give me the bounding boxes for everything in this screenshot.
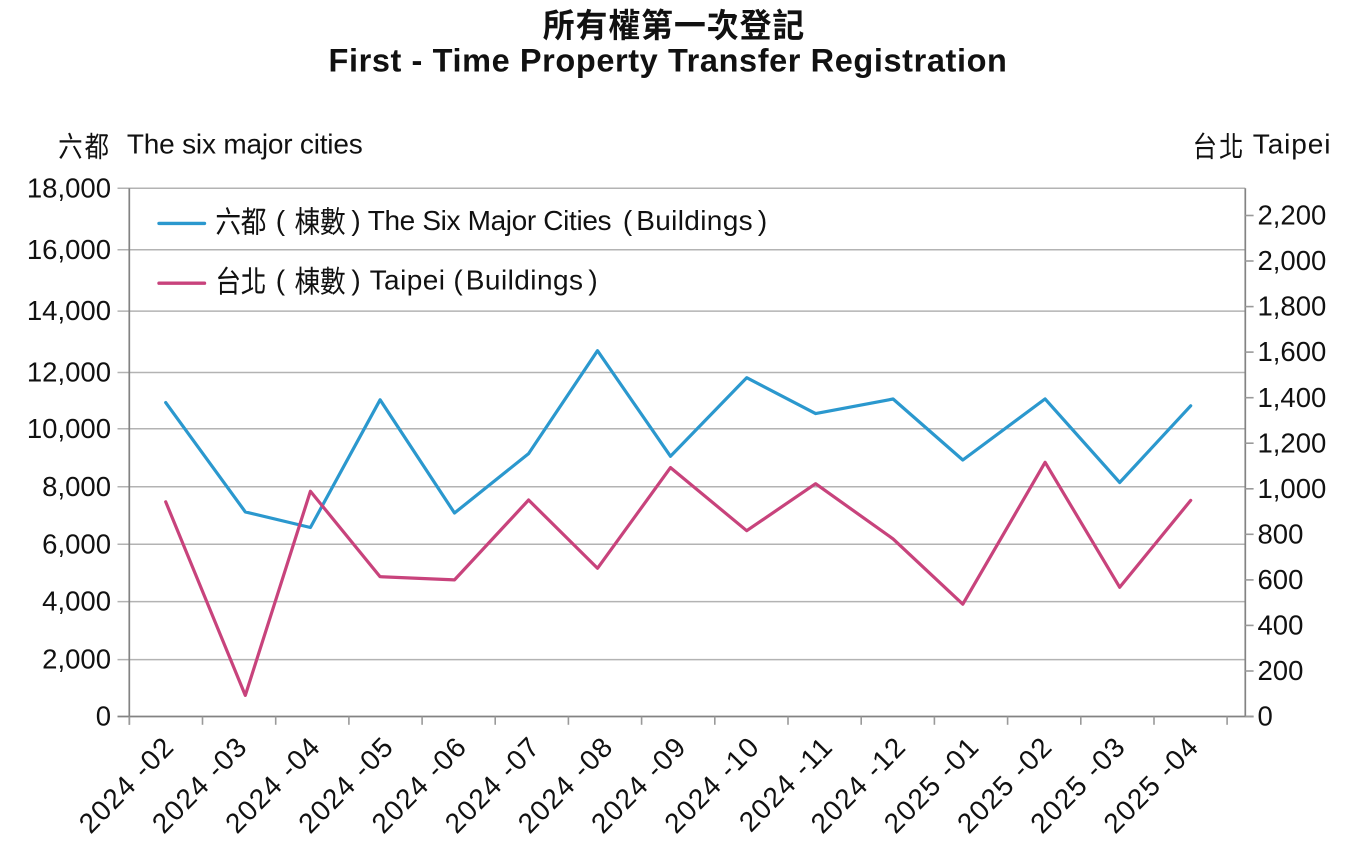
- svg-text:1,400: 1,400: [1258, 382, 1327, 413]
- svg-text:4,000: 4,000: [42, 586, 111, 617]
- svg-text:200: 200: [1258, 655, 1304, 686]
- svg-text:Taipei: Taipei: [370, 265, 446, 296]
- svg-text:(: (: [276, 265, 286, 296]
- svg-text:): ): [588, 265, 597, 296]
- svg-text:2,200: 2,200: [1258, 200, 1327, 231]
- svg-text:800: 800: [1258, 518, 1304, 549]
- svg-text:): ): [351, 265, 360, 296]
- svg-text:8,000: 8,000: [42, 471, 111, 502]
- svg-text:16,000: 16,000: [27, 234, 111, 265]
- svg-text:1,800: 1,800: [1258, 291, 1327, 322]
- svg-text:(: (: [623, 205, 633, 236]
- svg-text:6,000: 6,000: [42, 528, 111, 559]
- svg-text:18,000: 18,000: [27, 172, 111, 203]
- svg-text:2,000: 2,000: [1258, 245, 1327, 276]
- svg-text:600: 600: [1258, 564, 1304, 595]
- svg-text:1,200: 1,200: [1258, 427, 1327, 458]
- svg-text:10,000: 10,000: [27, 413, 111, 444]
- svg-text:0: 0: [1258, 701, 1273, 732]
- svg-text:The six major cities: The six major cities: [127, 129, 363, 160]
- svg-text:Buildings: Buildings: [636, 205, 753, 236]
- svg-text:The Six Major Cities: The Six Major Cities: [368, 205, 612, 236]
- svg-text:400: 400: [1258, 610, 1304, 641]
- svg-text:First - Time Property Transfer: First - Time Property Transfer Registrat…: [329, 43, 1008, 79]
- svg-text:Buildings: Buildings: [466, 265, 584, 296]
- svg-text:2,000: 2,000: [42, 644, 111, 675]
- svg-text:): ): [351, 205, 360, 236]
- svg-text:(: (: [276, 205, 286, 236]
- svg-text:): ): [758, 205, 767, 236]
- svg-text:1,600: 1,600: [1258, 336, 1327, 367]
- svg-text:12,000: 12,000: [27, 357, 111, 388]
- svg-text:14,000: 14,000: [27, 295, 111, 326]
- svg-text:(: (: [453, 265, 463, 296]
- svg-text:1,000: 1,000: [1258, 473, 1327, 504]
- svg-text:0: 0: [96, 701, 111, 732]
- svg-text:Taipei: Taipei: [1253, 129, 1332, 160]
